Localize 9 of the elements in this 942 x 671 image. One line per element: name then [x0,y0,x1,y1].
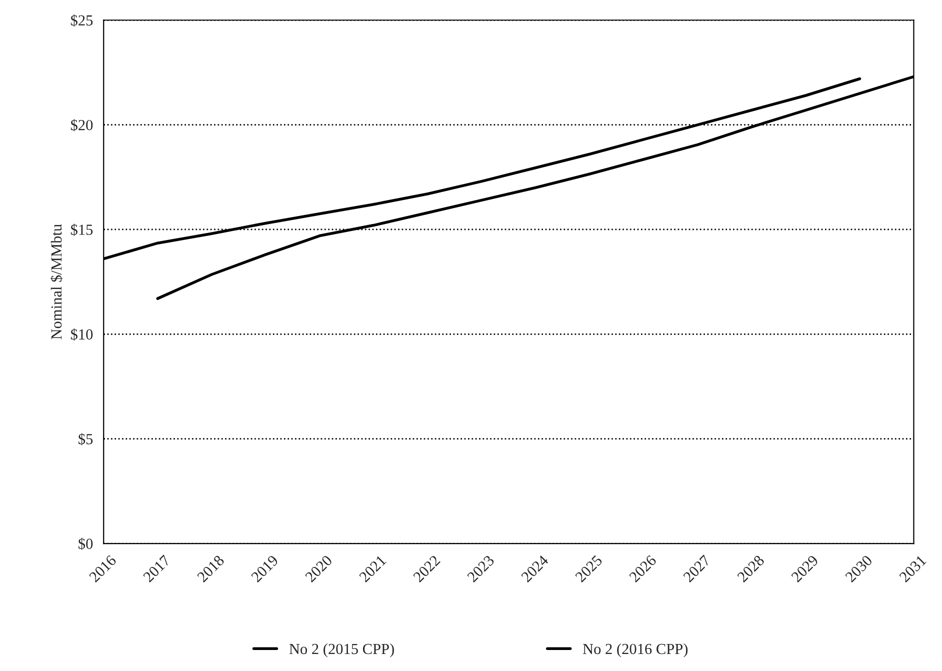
legend-label: No 2 (2016 CPP) [582,643,688,658]
y-tick-label: $0 [78,538,93,550]
y-tick-label: $5 [78,433,93,446]
y-tick-label: $10 [70,328,93,341]
legend-label: No 2 (2015 CPP) [289,643,394,658]
y-axis-title: Nominal $/MMbtu [50,224,63,340]
y-tick-label: $25 [70,14,93,27]
y-tick-label: $20 [70,119,93,132]
y-tick-label: $15 [70,224,93,236]
